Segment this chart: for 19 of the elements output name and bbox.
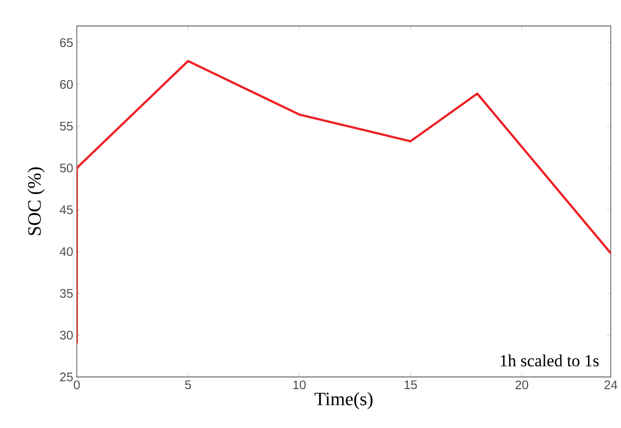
y-tick-label: 35 bbox=[60, 289, 73, 298]
x-axis-title: Time(s) bbox=[314, 392, 373, 410]
annotation: 1h scaled to 1s bbox=[500, 354, 599, 367]
x-tick-label: 10 bbox=[293, 380, 306, 390]
y-axis-title: SOC (%) bbox=[28, 168, 45, 236]
line-series bbox=[76, 60, 611, 345]
y-tick-label: 40 bbox=[60, 247, 73, 256]
y-tick-label: 60 bbox=[60, 80, 73, 89]
y-tick-label: 50 bbox=[60, 164, 73, 172]
y-tick-label: 45 bbox=[60, 206, 73, 214]
y-tick-label: 55 bbox=[60, 122, 73, 131]
x-tick-label: 15 bbox=[404, 380, 417, 390]
x-tick-label: 0 bbox=[74, 380, 80, 390]
x-tick-label: 24 bbox=[604, 380, 618, 390]
y-tick-label: 25 bbox=[60, 372, 73, 382]
x-tick-label: 5 bbox=[185, 380, 191, 390]
x-tick-label: 20 bbox=[516, 380, 528, 390]
y-tick-label: 65 bbox=[60, 38, 73, 48]
y-tick-label: 30 bbox=[60, 330, 73, 340]
